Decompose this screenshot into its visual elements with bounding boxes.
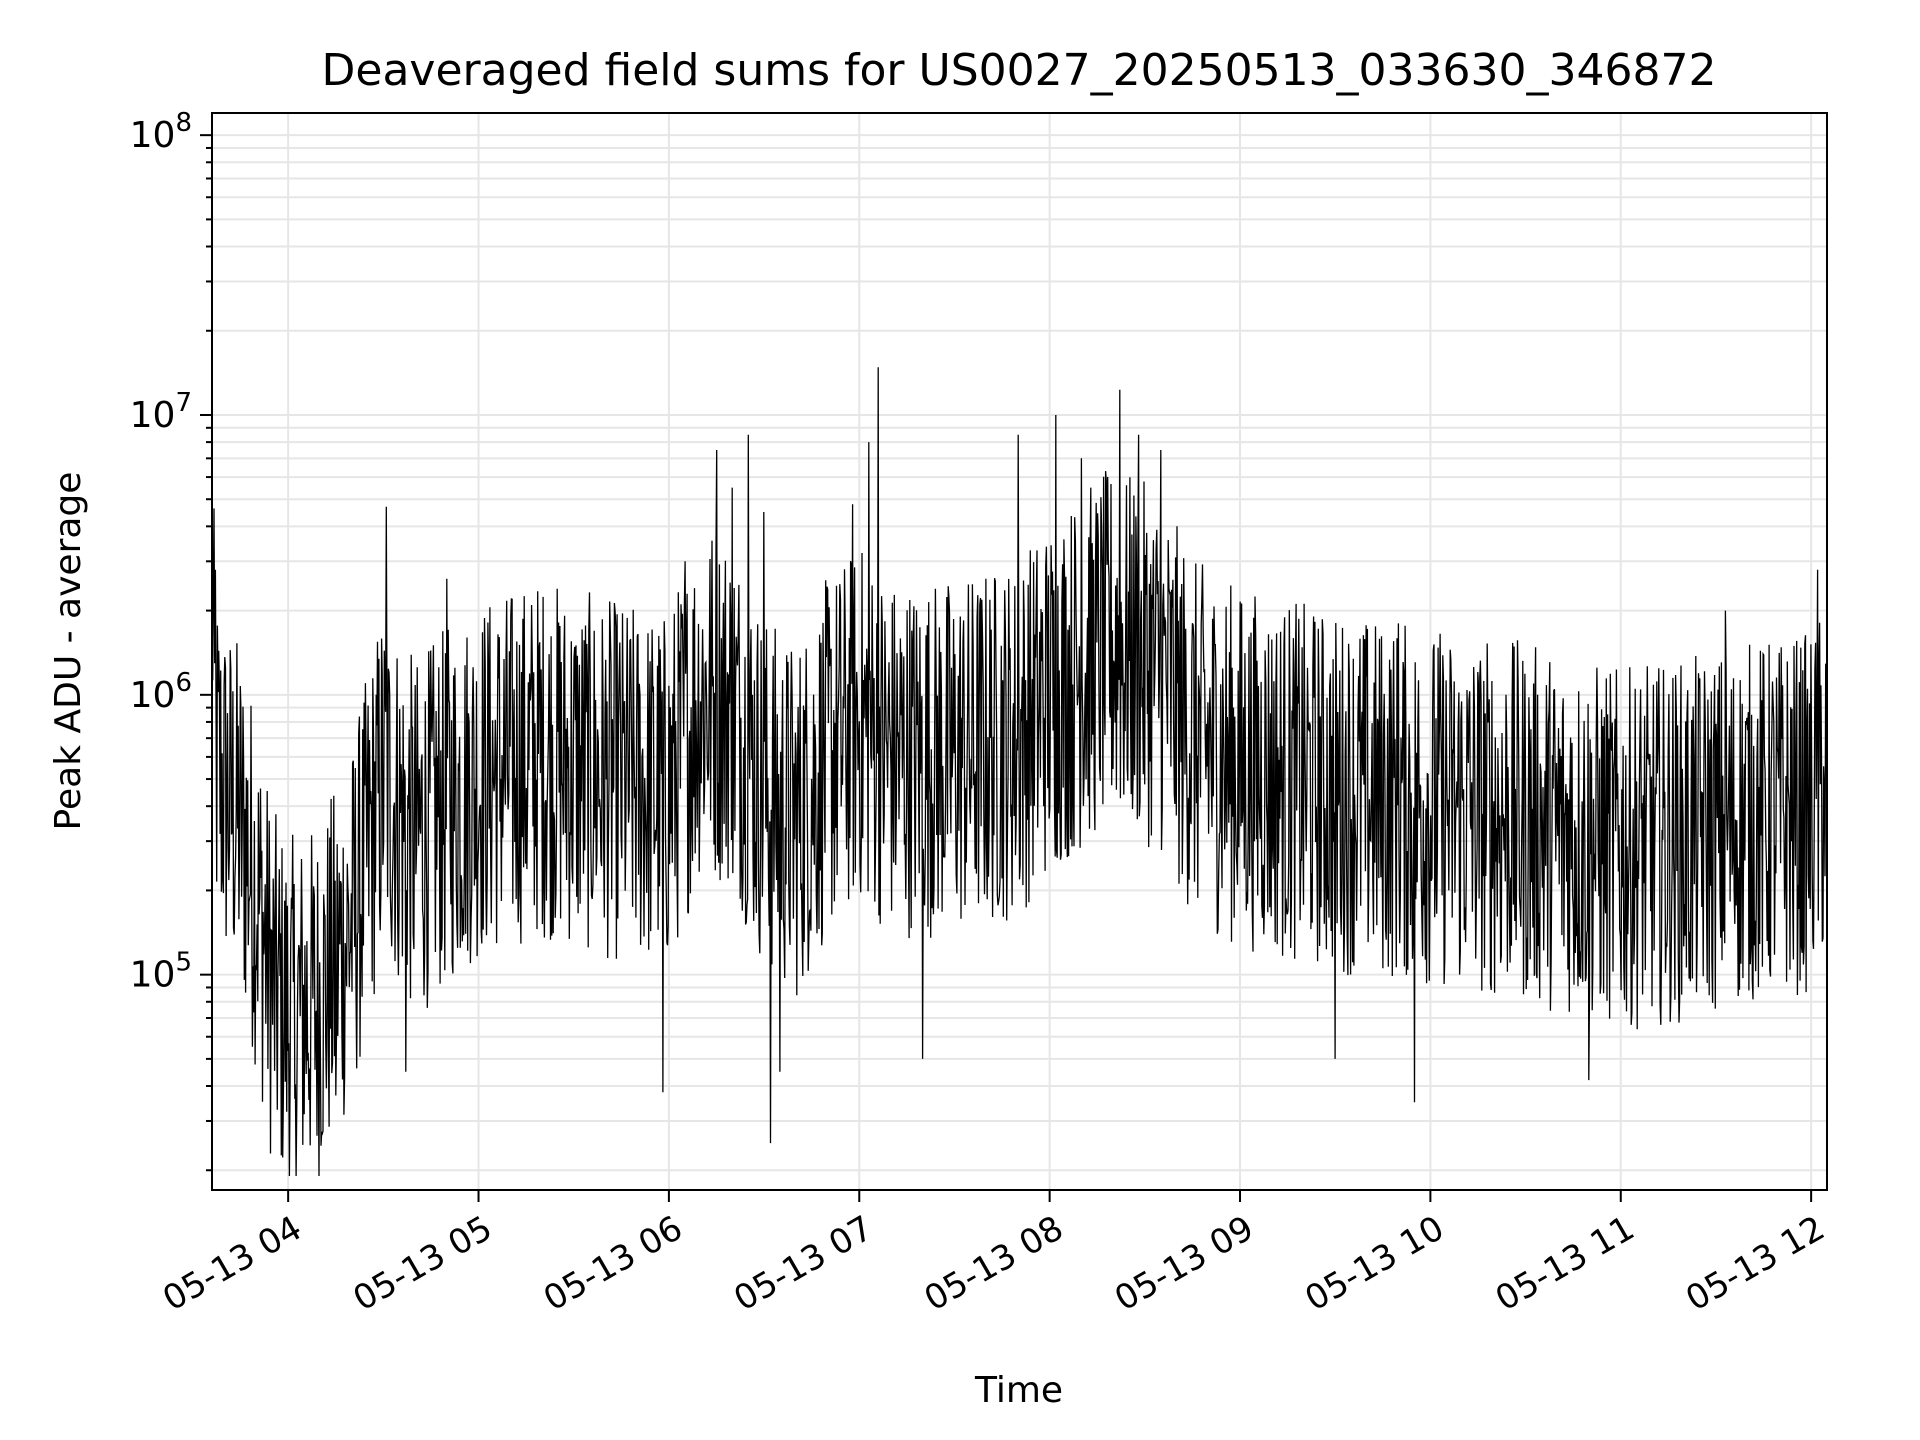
y-tick-label: 108	[130, 108, 192, 156]
series-trace	[211, 367, 1828, 1177]
y-tick-label: 105	[130, 948, 192, 996]
y-axis-label: Peak ADU - average	[48, 472, 89, 831]
series-line	[211, 367, 1828, 1177]
y-axis: 105 106 107 108	[130, 108, 212, 1172]
y-tick-label: 106	[130, 668, 192, 716]
y-tick-label: 107	[130, 388, 192, 436]
chart-title: Deaveraged field sums for US0027_2025051…	[322, 45, 1717, 96]
x-axis-label: Time	[974, 1370, 1063, 1411]
plot-frame	[211, 112, 1828, 1191]
